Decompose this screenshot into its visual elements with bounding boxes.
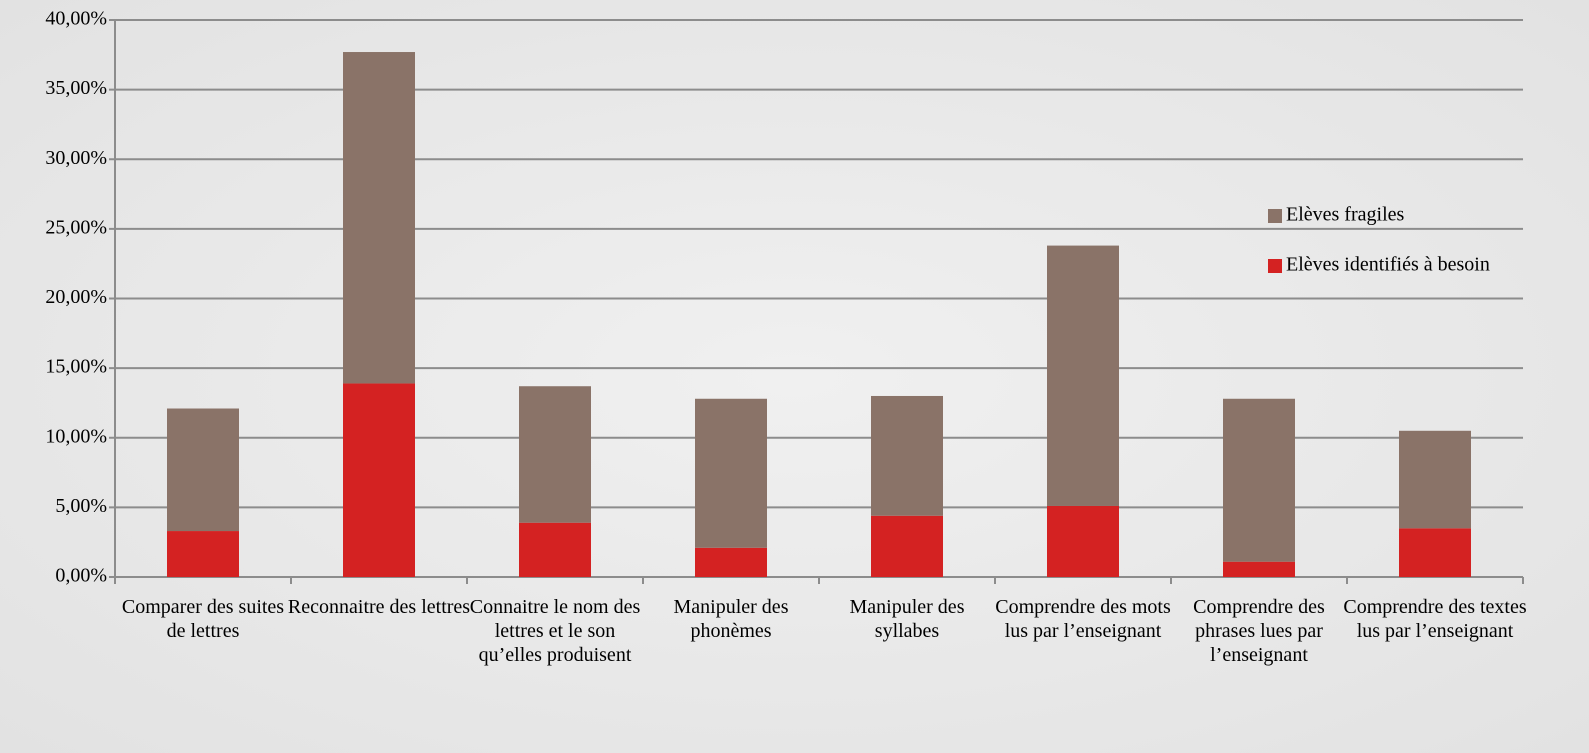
- bar-segment: [519, 522, 591, 577]
- legend-label: Elèves fragiles: [1286, 204, 1404, 226]
- x-tick-label: Comprendre des textes lus par l’enseigna…: [1343, 596, 1527, 642]
- x-tick-label: Manipuler des phonèmes: [673, 596, 789, 642]
- legend-swatch: [1268, 209, 1282, 223]
- bar-segment: [519, 386, 591, 523]
- bar-segment: [1047, 245, 1119, 506]
- bar-segment: [695, 398, 767, 548]
- bar-segment: [695, 547, 767, 577]
- bar-segment: [167, 531, 239, 577]
- bar-segment: [1223, 561, 1295, 577]
- y-tick-label: 5,00%: [55, 495, 107, 517]
- y-tick-label: 40,00%: [45, 8, 107, 30]
- bar-segment: [871, 395, 943, 516]
- x-tick-label: Reconnaitre des lettres: [287, 596, 471, 618]
- bar-segment: [1399, 528, 1471, 577]
- x-tick-label: Comprendre des phrases lues par l’enseig…: [1193, 596, 1325, 666]
- bar-segment: [1047, 505, 1119, 577]
- y-tick-label: 15,00%: [45, 356, 107, 378]
- x-tick-label: Manipuler des syllabes: [849, 596, 965, 642]
- y-tick-label: 0,00%: [55, 565, 107, 587]
- bar-segment: [343, 383, 415, 577]
- bar-segment: [167, 408, 239, 532]
- x-tick-label: Comparer des suites de lettres: [121, 596, 285, 642]
- x-tick-label: Connaitre le nom des lettres et le son q…: [469, 596, 641, 666]
- bar-segment: [343, 52, 415, 384]
- bar-segment: [1399, 430, 1471, 529]
- y-tick-label: 20,00%: [45, 286, 107, 308]
- bar-segment: [871, 515, 943, 577]
- y-tick-label: 35,00%: [45, 77, 107, 99]
- y-tick-label: 30,00%: [45, 147, 107, 169]
- bar-segment: [1223, 398, 1295, 562]
- legend-label: Elèves identifiés à besoin: [1286, 254, 1490, 276]
- x-tick-label: Comprendre des mots lus par l’enseignant: [995, 596, 1171, 642]
- y-tick-label: 25,00%: [45, 216, 107, 238]
- legend-swatch: [1268, 259, 1282, 273]
- y-tick-label: 10,00%: [45, 425, 107, 447]
